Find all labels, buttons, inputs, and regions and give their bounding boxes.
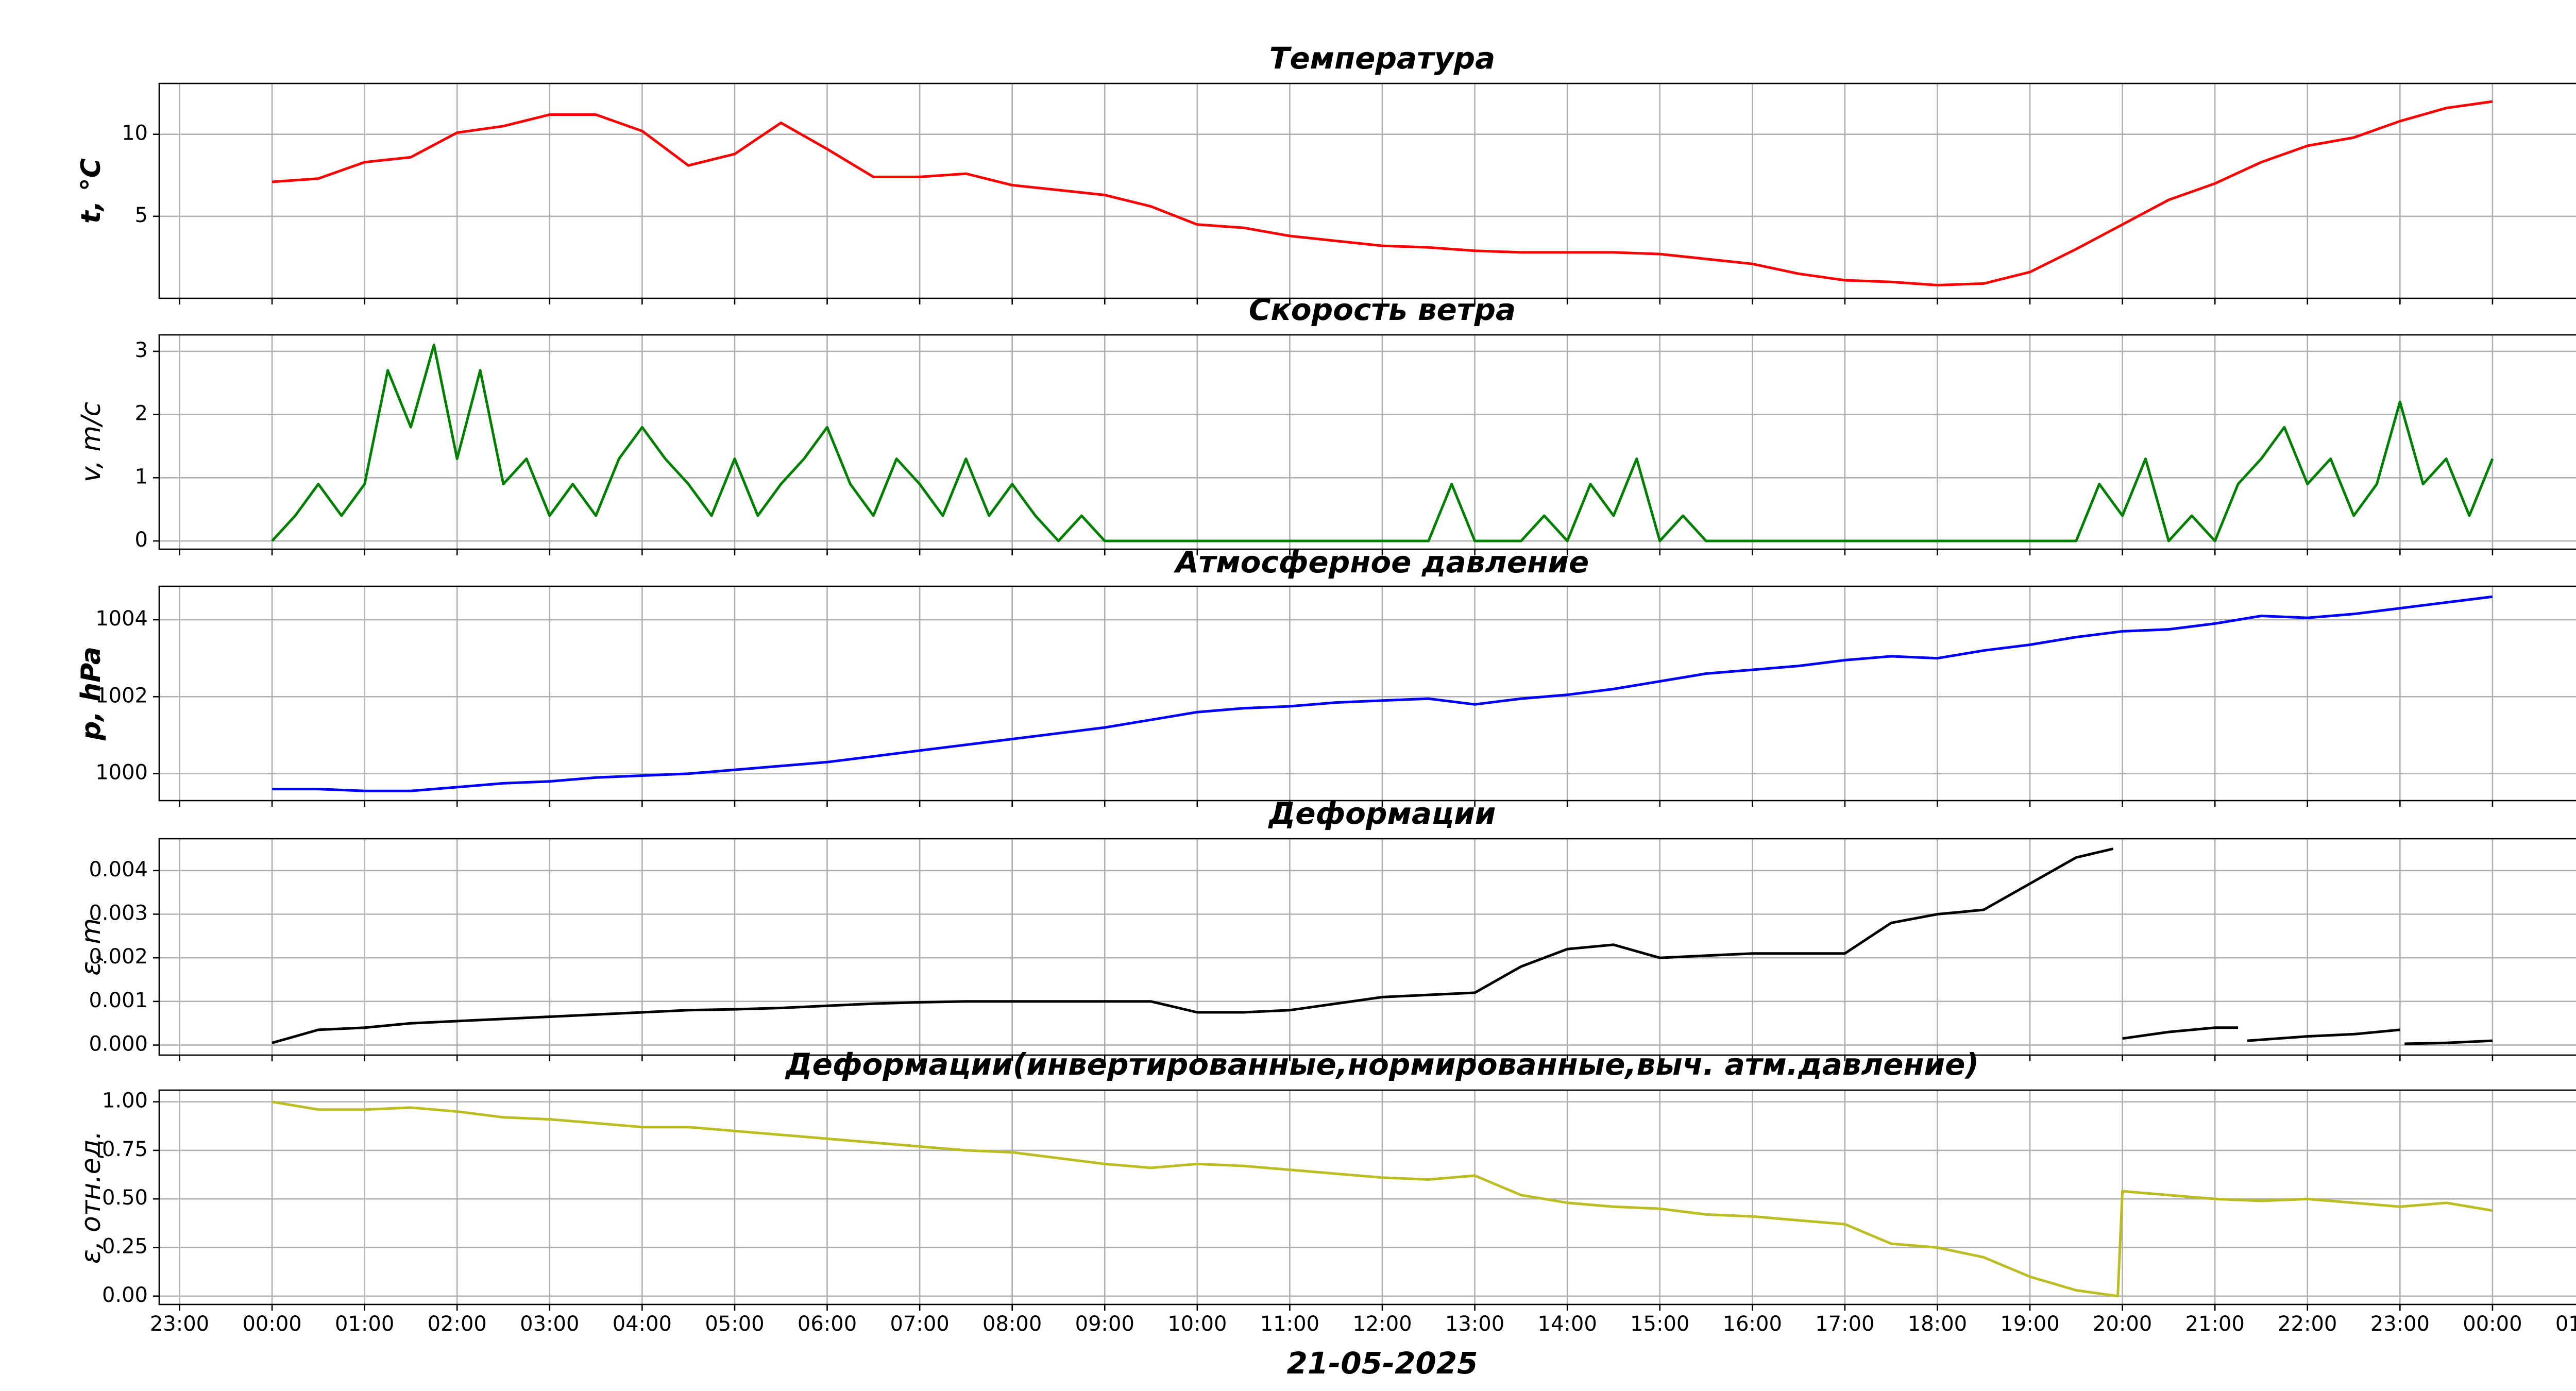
y-tick-label: 0.000 bbox=[89, 1032, 148, 1056]
y-tick-label: 1002 bbox=[95, 684, 148, 707]
x-tick-label: 08:00 bbox=[982, 1312, 1042, 1336]
x-tick-label: 00:00 bbox=[242, 1312, 301, 1336]
y-axis-label: ε, отн.ед. bbox=[76, 1131, 107, 1264]
x-tick-label: 12:00 bbox=[1352, 1312, 1412, 1336]
x-tick-label: 02:00 bbox=[428, 1312, 487, 1336]
y-tick-label: 1000 bbox=[95, 761, 148, 785]
plot-frame bbox=[158, 82, 2576, 299]
data-line bbox=[272, 1100, 2493, 1298]
x-axis-label: 21-05-2025 bbox=[1287, 1346, 1478, 1381]
y-axis-label: t, °C bbox=[76, 158, 107, 224]
chart-title: Деформации(инвертированные,нормированные… bbox=[785, 1047, 1979, 1082]
x-tick-label: 15:00 bbox=[1630, 1312, 1689, 1336]
x-tick-label: 14:00 bbox=[1538, 1312, 1597, 1336]
x-tick-label: 09:00 bbox=[1075, 1312, 1134, 1336]
y-tick-label: 10 bbox=[122, 122, 148, 145]
y-axis-label: p, hPa bbox=[76, 647, 107, 741]
plot-frame bbox=[158, 838, 2576, 1056]
y-tick-label: 0.004 bbox=[89, 858, 148, 881]
y-tick-label: 0.75 bbox=[102, 1138, 148, 1161]
data-line bbox=[271, 344, 2494, 542]
plot-frame bbox=[158, 334, 2576, 550]
x-tick-label: 23:00 bbox=[2370, 1312, 2430, 1336]
y-tick-label: 1.00 bbox=[102, 1089, 148, 1113]
chart-title: Атмосферное давление bbox=[1174, 545, 1589, 580]
y-tick-label: 0.002 bbox=[89, 945, 148, 969]
y-tick-label: 1 bbox=[135, 465, 148, 488]
y-tick-label: 0.50 bbox=[102, 1186, 148, 1210]
x-tick-label: 07:00 bbox=[890, 1312, 949, 1336]
x-tick-label: 04:00 bbox=[613, 1312, 672, 1336]
x-tick-label: 16:00 bbox=[1723, 1312, 1782, 1336]
plot-frame bbox=[158, 1089, 2576, 1305]
plot-frame bbox=[158, 585, 2576, 802]
chart-title: Скорость ветра bbox=[1249, 292, 1516, 327]
x-tick-label: 22:00 bbox=[2278, 1312, 2337, 1336]
x-tick-label: 01:00 bbox=[335, 1312, 394, 1336]
x-tick-label: 21:00 bbox=[2185, 1312, 2245, 1336]
data-line bbox=[272, 100, 2493, 286]
x-tick-label: 06:00 bbox=[798, 1312, 857, 1336]
y-tick-label: 0 bbox=[135, 528, 148, 552]
x-tick-label: 18:00 bbox=[1908, 1312, 1967, 1336]
y-tick-label: 2 bbox=[135, 402, 148, 426]
x-tick-label: 11:00 bbox=[1260, 1312, 1319, 1336]
x-tick-label: 03:00 bbox=[520, 1312, 579, 1336]
y-tick-label: 1004 bbox=[95, 607, 148, 631]
y-tick-label: 0.003 bbox=[89, 901, 148, 925]
x-tick-label: 00:00 bbox=[2463, 1312, 2522, 1336]
x-tick-label: 01:00 bbox=[2555, 1312, 2576, 1336]
x-tick-label: 20:00 bbox=[2093, 1312, 2152, 1336]
x-tick-label: 10:00 bbox=[1167, 1312, 1227, 1336]
chart-title: Деформации bbox=[1268, 796, 1496, 831]
x-tick-label: 13:00 bbox=[1445, 1312, 1504, 1336]
x-tick-label: 19:00 bbox=[2000, 1312, 2059, 1336]
y-tick-label: 3 bbox=[135, 338, 148, 362]
x-tick-label: 17:00 bbox=[1815, 1312, 1874, 1336]
x-tick-label: 23:00 bbox=[150, 1312, 209, 1336]
y-axis-label: v, m/c bbox=[76, 402, 107, 482]
y-tick-label: 0.00 bbox=[102, 1283, 148, 1307]
y-axis-label: ε, m bbox=[76, 918, 107, 976]
x-tick-label: 05:00 bbox=[705, 1312, 764, 1336]
y-tick-label: 0.001 bbox=[89, 989, 148, 1012]
data-line bbox=[272, 847, 2493, 1045]
y-tick-label: 5 bbox=[135, 203, 148, 227]
y-tick-label: 0.25 bbox=[102, 1234, 148, 1258]
chart-title: Температура bbox=[1269, 41, 1495, 76]
data-line bbox=[272, 595, 2493, 792]
